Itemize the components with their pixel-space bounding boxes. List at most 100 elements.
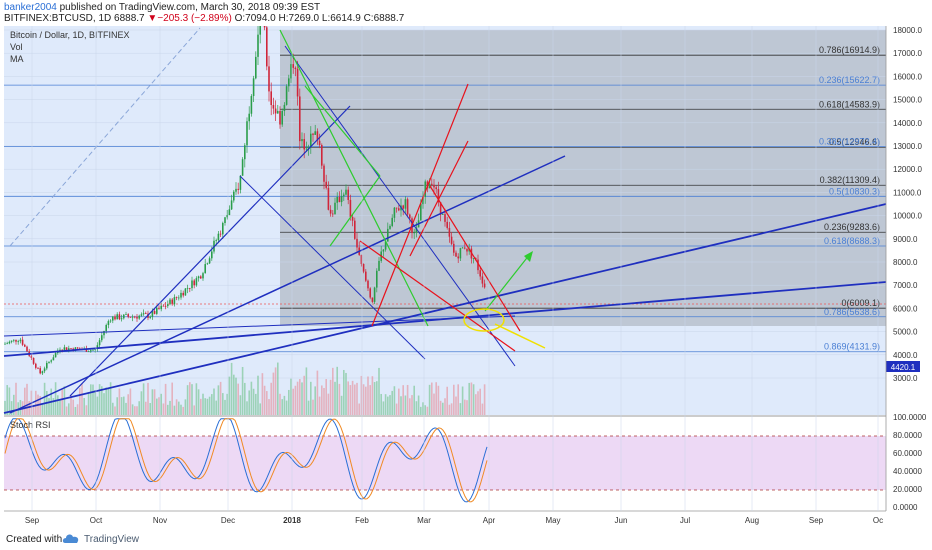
volume-bar: [57, 395, 59, 415]
volume-bar: [191, 384, 193, 415]
candle-body: [437, 189, 440, 203]
volume-bar: [118, 388, 121, 415]
price-tick-label: 5000.0: [893, 328, 918, 337]
published-text: published on TradingView.com, March 30, …: [59, 2, 321, 13]
candle-body: [200, 276, 202, 279]
candle-body: [325, 181, 327, 188]
volume-bar: [318, 396, 321, 415]
tradingview-brand[interactable]: TradingView: [84, 534, 140, 545]
volume-bar: [428, 384, 431, 415]
candle-body: [68, 348, 70, 350]
volume-bar: [189, 382, 191, 415]
change-down-icon: ▼: [147, 13, 158, 24]
candle-body: [303, 139, 305, 150]
candle-body: [107, 321, 110, 325]
price-chart[interactable]: 0.786(16914.9) 0.236(15622.7) 0.618(14583.…: [0, 26, 932, 528]
volume-bar: [142, 383, 145, 415]
candle-body: [63, 347, 66, 351]
candle-body: [17, 341, 19, 343]
time-axis[interactable]: Sep Oct Nov Dec 2018 Feb Mar Apr May Jun Jul Aug Sep…: [25, 26, 883, 525]
volume-bar: [32, 404, 35, 415]
time-tick-label: Sep: [809, 516, 824, 525]
candle-body: [252, 78, 255, 97]
volume-bar: [226, 393, 228, 415]
volume-bar: [466, 400, 468, 415]
volume-bar: [250, 381, 253, 415]
volume-bar: [87, 391, 90, 415]
volume-bar: [180, 404, 182, 415]
volume-bar: [332, 367, 334, 415]
candle-body: [24, 344, 26, 347]
stoch-axis[interactable]: 100.0000 80.0000 60.0000 40.0000 20.0000 0.00…: [893, 413, 927, 512]
volume-bar: [336, 366, 338, 415]
volume-bar: [79, 388, 81, 415]
candle-body: [257, 34, 259, 57]
fib-area: [280, 30, 886, 326]
volume-bar: [193, 405, 195, 415]
volume-bar: [393, 386, 396, 415]
volume-bar: [362, 384, 365, 415]
volume-bar: [373, 382, 376, 415]
candle-body: [90, 350, 92, 352]
volume-bar: [277, 362, 279, 415]
volume-bar: [283, 395, 286, 415]
volume-bar: [182, 406, 184, 415]
fib-label: 0.382(12972.4): [819, 137, 880, 147]
candle-body: [167, 304, 169, 307]
candle-body: [153, 310, 156, 314]
candle-body: [30, 355, 33, 358]
volume-bar: [285, 400, 288, 415]
candle-body: [46, 362, 48, 369]
volume-bar: [125, 402, 127, 415]
volume-bar: [413, 385, 415, 415]
volume-bar: [6, 385, 8, 415]
author-link[interactable]: banker2004: [4, 2, 57, 13]
stoch-rsi-lines: [4, 418, 488, 503]
candle-body: [160, 305, 162, 310]
candle-body: [250, 96, 253, 114]
candle-body: [292, 64, 294, 68]
candle-body: [376, 270, 378, 288]
candle-body: [52, 357, 55, 361]
volume-bar: [74, 406, 77, 415]
time-tick-label: May: [545, 516, 560, 525]
candle-body: [39, 368, 41, 374]
candle-body: [312, 133, 314, 135]
time-tick-label: Aug: [745, 516, 759, 525]
volume-bar: [59, 400, 61, 415]
current-price-label: 4420.1: [891, 363, 916, 372]
candle-body: [10, 340, 13, 342]
candle-body: [195, 278, 198, 286]
candle-body: [237, 188, 239, 190]
candle-body: [406, 199, 409, 215]
volume-bar: [314, 386, 316, 415]
volume-bar: [415, 401, 418, 415]
price-tick-label: 6000.0: [893, 304, 918, 313]
volume-bar: [120, 397, 123, 415]
candle-body: [8, 341, 11, 344]
candle-body: [305, 148, 308, 150]
price-axis[interactable]: 18000.0 17000.0 16000.0 15000.0 14000.0 13000…: [893, 26, 922, 383]
yellow-highlight: [463, 308, 505, 332]
ohlc-line: BITFINEX:BTCUSD, 1D 6888.7 ▼−205.3 (−2.8…: [4, 13, 404, 24]
blue-trendlines: [3, 45, 887, 414]
volume-bar: [224, 399, 226, 415]
volume-bar: [237, 383, 239, 415]
time-tick-label: Apr: [483, 516, 496, 525]
candle-body: [450, 236, 453, 244]
candle-body: [248, 113, 250, 122]
volume-bar: [202, 393, 204, 415]
time-tick-label: Dec: [221, 516, 235, 525]
candle-body: [356, 238, 358, 248]
candle-body: [13, 339, 15, 341]
volume-bar: [310, 381, 312, 415]
candle-body: [230, 200, 233, 210]
price-change: −205.3 (−2.89%): [157, 13, 232, 24]
volume-bar: [354, 384, 356, 415]
candle-body: [129, 316, 132, 318]
time-tick-label: Nov: [153, 516, 167, 525]
volume-bar: [24, 387, 26, 415]
time-tick-label: Jul: [680, 516, 690, 525]
volume-bar: [444, 398, 446, 415]
candle-body: [21, 339, 24, 345]
